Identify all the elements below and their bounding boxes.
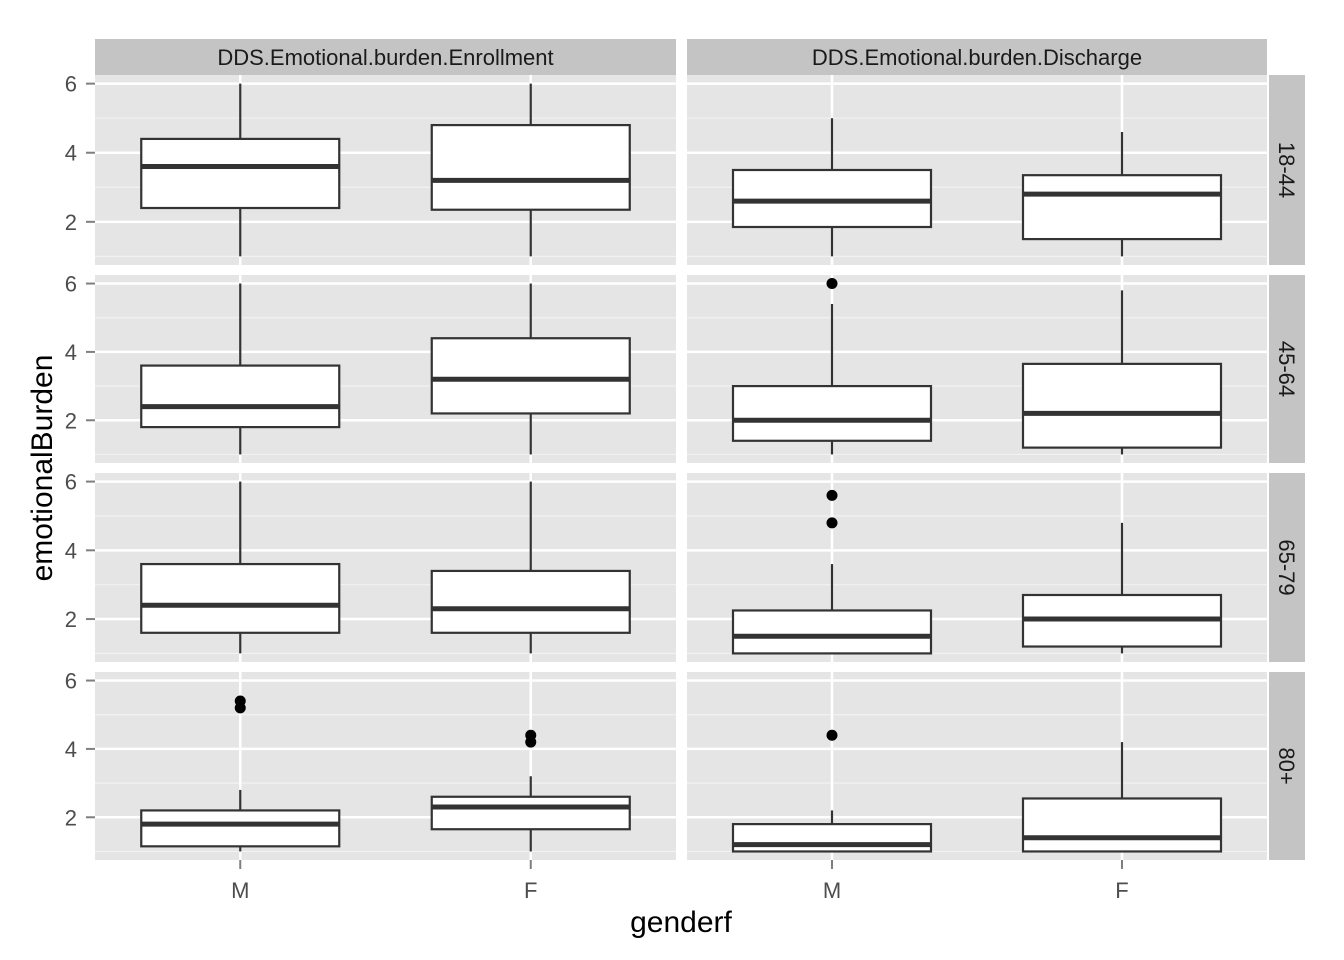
y-tick-label: 2: [65, 607, 77, 632]
box-M: [731, 118, 933, 257]
panel: [95, 672, 676, 860]
x-tick-label: M: [231, 878, 249, 903]
box-F: [1021, 290, 1223, 455]
y-tick-label: 4: [65, 141, 77, 166]
box-iqr: [731, 823, 933, 853]
box-M: [140, 481, 341, 654]
y-tick-label: 4: [65, 340, 77, 365]
y-axis-title: emotionalBurden: [26, 355, 59, 582]
panel: [95, 473, 676, 662]
panel: [95, 75, 676, 265]
column-strip: [95, 39, 676, 75]
box-F: [430, 729, 631, 852]
column-strip-label: DDS.Emotional.burden.Discharge: [812, 45, 1142, 70]
box-iqr: [140, 137, 341, 210]
box-iqr: [430, 795, 631, 831]
y-tick-label: 4: [65, 538, 77, 563]
panel: [687, 473, 1267, 662]
panel: [687, 75, 1267, 265]
y-tick-label: 2: [65, 408, 77, 433]
x-tick-label: F: [1115, 878, 1128, 903]
row-strip-label: 65-79: [1274, 539, 1299, 595]
box-iqr: [1021, 362, 1223, 449]
row-strip-label: 18-44: [1274, 142, 1299, 198]
box-iqr: [430, 123, 631, 211]
row-strip-label: 45-64: [1274, 341, 1299, 397]
y-tick-label: 2: [65, 805, 77, 830]
outlier-point: [525, 729, 537, 741]
x-axis-title: genderf: [630, 906, 732, 939]
box-iqr: [140, 562, 341, 634]
box-M: [140, 83, 341, 257]
box-F: [430, 83, 631, 257]
outlier-point: [826, 729, 838, 741]
column-strip-label: DDS.Emotional.burden.Enrollment: [217, 45, 553, 70]
outlier-point: [826, 489, 838, 501]
row-strip: [1269, 275, 1305, 463]
y-tick-label: 6: [65, 470, 77, 495]
panel: [687, 275, 1267, 463]
row-strip: [1269, 473, 1305, 662]
box-M: [140, 695, 341, 852]
row-strip: [1269, 672, 1305, 860]
box-iqr: [140, 364, 341, 429]
box-iqr: [1021, 797, 1223, 853]
y-tick-label: 6: [65, 669, 77, 694]
box-iqr: [731, 168, 933, 229]
box-iqr: [1021, 174, 1223, 241]
facet-grid: DDS.Emotional.burden.Enrollment DDS.Emoti…: [65, 39, 1305, 903]
box-F: [1021, 522, 1223, 654]
outlier-point: [826, 278, 838, 290]
box-iqr: [140, 809, 341, 848]
box-iqr: [731, 384, 933, 442]
y-tick-label: 6: [65, 72, 77, 97]
box-M: [731, 729, 933, 853]
box-F: [430, 283, 631, 455]
box-F: [430, 481, 631, 654]
x-tick-label: F: [524, 878, 537, 903]
box-M: [140, 283, 341, 455]
y-tick-label: 6: [65, 272, 77, 297]
outlier-point: [826, 517, 838, 529]
box-F: [1021, 132, 1223, 257]
y-tick-label: 4: [65, 737, 77, 762]
panel: [95, 275, 676, 463]
panel: [687, 672, 1267, 860]
box-M: [731, 489, 933, 655]
box-iqr: [430, 569, 631, 634]
row-strip: [1269, 75, 1305, 265]
box-iqr: [731, 609, 933, 655]
box-M: [731, 278, 933, 455]
x-tick-label: M: [823, 878, 841, 903]
outlier-point: [234, 695, 246, 707]
box-iqr: [430, 337, 631, 415]
column-strip: [687, 39, 1267, 75]
row-strip-label: 80+: [1274, 747, 1299, 784]
y-tick-label: 2: [65, 210, 77, 235]
box-F: [1021, 742, 1223, 853]
